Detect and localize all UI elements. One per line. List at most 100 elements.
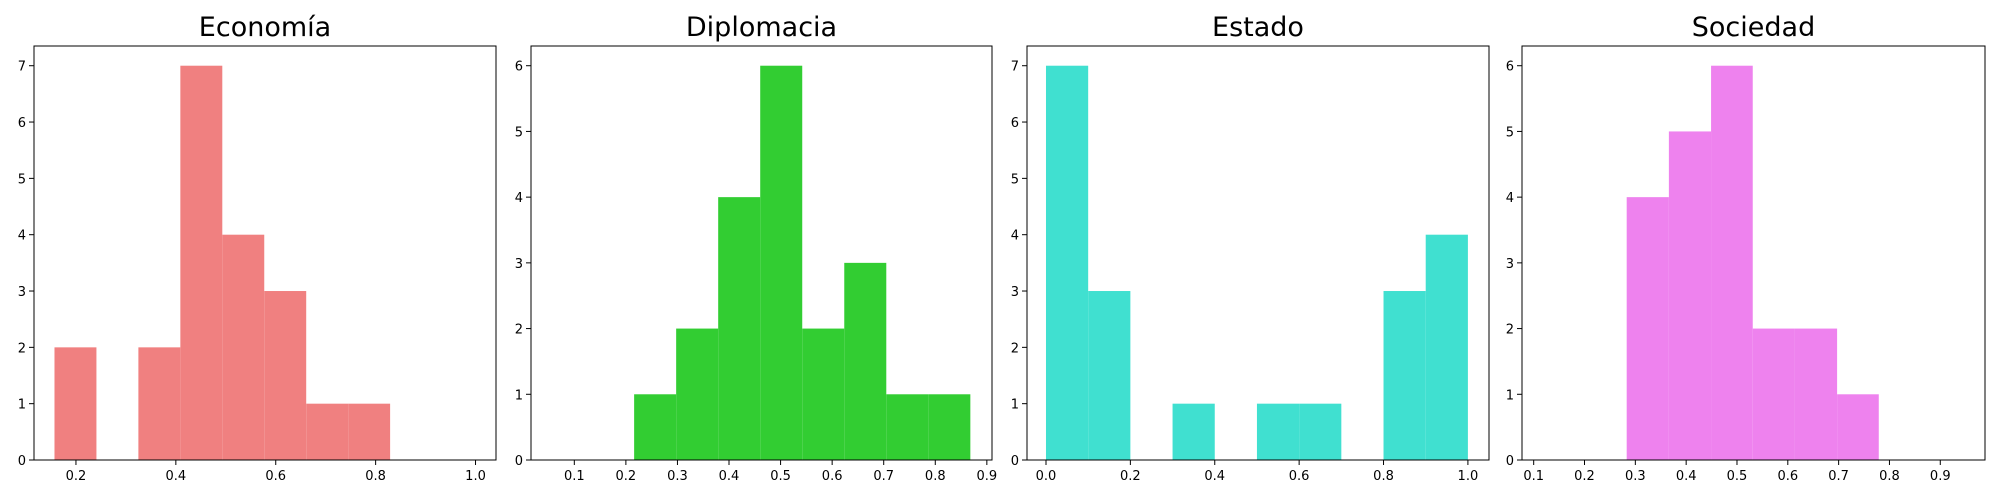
bar <box>1088 291 1131 460</box>
y-tick-label: 6 <box>1011 116 1019 131</box>
y-tick-label: 1 <box>1011 398 1019 413</box>
axes-frame <box>530 45 993 461</box>
x-tick-label: 0.5 <box>770 469 791 484</box>
x-tick-label: 0.6 <box>1777 469 1798 484</box>
bar <box>1752 328 1795 460</box>
y-tick-label: 7 <box>1011 60 1019 75</box>
y-tick-label: 3 <box>1011 285 1019 300</box>
chart-title: Diplomacia <box>686 12 837 43</box>
subplot: Estado 0.0 0.2 0.4 0.6 0.8 1.0 0 1 2 3 4 5 6 7 <box>1011 12 1490 484</box>
y-tick-label: 3 <box>18 285 26 300</box>
x-tick-label: 0.9 <box>976 469 997 484</box>
y-tick-label: 0 <box>1011 454 1019 469</box>
bar <box>1383 291 1426 460</box>
bar <box>54 347 97 460</box>
axes-frame <box>1026 45 1490 461</box>
subplot: Diplomacia 0.1 0.2 0.3 0.4 0.5 0.6 0.7 0.8 0.9 0 1 2… <box>515 12 997 484</box>
y-tick-label: 0 <box>1506 454 1514 469</box>
x-tick-label: 0.8 <box>365 469 386 484</box>
x-tick-label: 0.7 <box>873 469 894 484</box>
y-tick-label: 1 <box>515 388 523 403</box>
y-tick-label: 2 <box>515 323 523 338</box>
x-tick-label: 0.4 <box>719 469 740 484</box>
bar <box>634 394 677 460</box>
x-tick-label: 0.1 <box>1523 469 1544 484</box>
y-tick-label: 3 <box>515 257 523 272</box>
y-tick-label: 4 <box>1506 191 1514 206</box>
bar <box>1425 234 1468 460</box>
bar <box>802 328 845 460</box>
y-tick-label: 6 <box>1506 60 1514 75</box>
y-tick-label: 5 <box>1506 125 1514 140</box>
bar <box>180 65 223 460</box>
x-tick-label: 0.3 <box>1625 469 1646 484</box>
x-tick-label: 0.7 <box>1828 469 1849 484</box>
subplot: Economía 0.2 0.4 0.6 0.8 1.0 0 1 2 3 4 5 6 7 <box>18 12 497 484</box>
bar <box>676 328 719 460</box>
x-tick-label: 0.1 <box>564 469 585 484</box>
x-tick-label: 0.3 <box>667 469 688 484</box>
y-tick-label: 0 <box>18 454 26 469</box>
y-tick-label: 2 <box>1506 323 1514 338</box>
bar <box>760 65 803 460</box>
bar <box>1668 131 1712 460</box>
x-tick-label: 0.5 <box>1727 469 1748 484</box>
x-tick-label: 1.0 <box>1458 469 1479 484</box>
x-tick-label: 0.8 <box>1879 469 1900 484</box>
y-tick-label: 4 <box>1011 229 1019 244</box>
y-tick-label: 2 <box>1011 341 1019 356</box>
x-tick-label: 0.4 <box>166 469 187 484</box>
x-tick-label: 0.2 <box>616 469 637 484</box>
x-tick-label: 0.4 <box>1676 469 1697 484</box>
x-tick-label: 0.6 <box>265 469 286 484</box>
bar <box>1837 394 1879 460</box>
bar <box>844 262 887 460</box>
bar <box>718 197 761 460</box>
x-tick-label: 0.6 <box>1289 469 1310 484</box>
y-tick-label: 6 <box>515 60 523 75</box>
bar <box>1299 403 1342 460</box>
y-tick-label: 7 <box>18 60 26 75</box>
x-tick-label: 0.2 <box>66 469 87 484</box>
y-tick-label: 5 <box>18 172 26 187</box>
x-tick-label: 0.6 <box>822 469 843 484</box>
x-tick-label: 0.2 <box>1574 469 1595 484</box>
bar <box>1256 403 1300 460</box>
y-tick-label: 5 <box>515 125 523 140</box>
y-tick-label: 2 <box>18 341 26 356</box>
y-tick-label: 6 <box>18 116 26 131</box>
bar <box>1711 65 1753 460</box>
x-tick-label: 1.0 <box>465 469 486 484</box>
bar <box>1626 197 1669 460</box>
bar <box>928 394 971 460</box>
subplot: Sociedad 0.1 0.2 0.3 0.4 0.5 0.6 0.7 0.8 0.9 0 1 2 3 4… <box>1506 12 1986 484</box>
bar <box>138 347 181 460</box>
y-tick-label: 1 <box>18 398 26 413</box>
y-tick-label: 1 <box>1506 388 1514 403</box>
x-tick-label: 0.0 <box>1036 469 1057 484</box>
chart-title: Sociedad <box>1692 12 1815 43</box>
chart-title: Estado <box>1212 12 1304 43</box>
x-tick-label: 0.8 <box>1373 469 1394 484</box>
y-tick-label: 4 <box>18 229 26 244</box>
x-tick-label: 0.2 <box>1120 469 1141 484</box>
bar <box>1794 328 1838 460</box>
bar <box>264 291 307 460</box>
bar <box>348 403 391 460</box>
y-tick-label: 5 <box>1011 172 1019 187</box>
axes-frame <box>33 45 497 461</box>
bar <box>222 234 265 460</box>
y-tick-label: 3 <box>1506 257 1514 272</box>
axes-frame <box>1521 45 1986 461</box>
x-tick-label: 0.4 <box>1204 469 1225 484</box>
y-tick-label: 4 <box>515 191 523 206</box>
bar <box>886 394 929 460</box>
bar <box>306 403 349 460</box>
bar <box>1045 65 1089 460</box>
x-tick-label: 0.9 <box>1930 469 1951 484</box>
x-tick-label: 0.8 <box>925 469 946 484</box>
bar <box>1172 403 1215 460</box>
chart-title: Economía <box>199 12 331 43</box>
y-tick-label: 0 <box>515 454 523 469</box>
